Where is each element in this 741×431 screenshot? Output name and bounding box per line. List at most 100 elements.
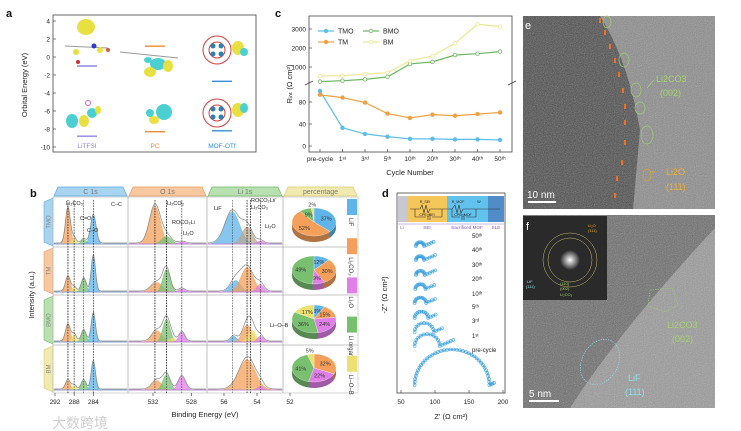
pie-slice — [313, 317, 337, 333]
xtick-label: 3ʳᵈ — [361, 156, 369, 163]
envelope-curve — [54, 253, 127, 292]
panel-c-legend: TMO TM BMO BM — [318, 29, 400, 47]
legend-marker — [368, 39, 374, 45]
nyquist-point — [472, 354, 477, 359]
cycle-label: 1ˢᵗ — [472, 333, 479, 340]
nyquist-point — [423, 287, 428, 291]
panel-label-c: c — [275, 8, 281, 20]
data-point-tmo — [497, 137, 503, 143]
inset-li2o: Li₂O — [588, 223, 596, 228]
panel-d-xticks: 50 100 150 200 — [397, 390, 509, 406]
pie-percent-label: 41% — [295, 366, 306, 372]
nyquist-point — [433, 297, 437, 301]
layer-block — [398, 196, 407, 222]
xtick-label: 10ᵗʰ — [404, 156, 416, 163]
legend-label: BMO — [383, 29, 400, 36]
data-point-tmo — [430, 136, 435, 142]
e-scale-bar — [528, 201, 556, 203]
panel-b-pies: 37%52%9%2%12%30%9%49%8%15%24%36%17%32%22… — [291, 203, 337, 388]
xtick-label: 54 — [253, 399, 261, 406]
envelope-curve — [128, 265, 206, 292]
sample-label: BMO — [47, 313, 53, 327]
e-li2co3-plane: (002) — [660, 88, 681, 98]
pie-slice — [313, 353, 337, 375]
inset-110: (110) — [560, 281, 570, 286]
xtick-label: 100 — [430, 399, 441, 406]
f-scale-bar — [529, 400, 559, 402]
nyquist-point — [428, 332, 433, 337]
data-point-tm — [385, 111, 390, 116]
peak-annotation: C–O — [87, 228, 99, 234]
nyquist-point — [427, 322, 432, 327]
envelope-curve — [207, 356, 283, 390]
legend-label: TM — [338, 40, 348, 47]
xtick-label: 1ˢᵗ — [339, 156, 347, 163]
nyquist-point — [419, 363, 423, 367]
ytick-label: -4 — [44, 90, 50, 97]
ytick-label: 4 — [46, 18, 50, 25]
panel-b-headers: C 1s O 1s Li 1s percentage — [53, 186, 358, 197]
nyquist-point — [433, 268, 437, 273]
nyquist-point — [424, 301, 428, 305]
data-point-tmo — [407, 136, 413, 142]
panel-c-series — [317, 22, 503, 143]
nyquist-point — [433, 253, 437, 257]
nyquist-point — [416, 368, 420, 373]
xtick-label: pre-cycle — [307, 156, 334, 163]
data-point-bm — [475, 22, 480, 27]
nyquist-point — [412, 301, 417, 305]
data-point-bm — [452, 41, 458, 46]
envelope-curve — [207, 209, 282, 244]
nyquist-curve — [414, 333, 454, 347]
data-point-tm — [497, 110, 503, 115]
f-lif-plane: (111) — [625, 387, 645, 397]
panel-c-ylabel: Rᵢₙₜ (Ω cm²) — [285, 64, 294, 104]
cycle-label: 5ᵗʰ — [472, 304, 479, 311]
nyquist-point — [421, 310, 426, 314]
li2co3-grain-outlines — [602, 15, 654, 145]
nyquist-point — [477, 358, 481, 363]
molecule-label: PC — [150, 143, 159, 150]
nyquist-point — [492, 381, 496, 385]
nyquist-point — [436, 338, 440, 342]
envelope-curve — [129, 371, 206, 390]
peak-annotation: LiF — [214, 206, 222, 212]
e-scale-bar-label: 10 nm — [527, 190, 555, 201]
pie-percent-label: 9% — [313, 276, 321, 282]
nyquist-curve — [414, 349, 495, 386]
sample-label: BM — [47, 364, 53, 373]
nyquist-point — [416, 335, 421, 340]
panel-a-yticks: 4 2 0 -2 -4 -6 -8 -10 — [41, 18, 56, 151]
xtick-label: 40ᵗʰ — [472, 156, 484, 163]
xtick-label: 532 — [148, 399, 159, 406]
xtick-label: 56 — [220, 399, 228, 406]
legend-swatch — [347, 316, 357, 333]
data-point-bmo — [452, 52, 458, 58]
peak-annotation: Li₂O — [265, 224, 276, 230]
data-point-tm — [452, 113, 458, 118]
nyquist-point — [417, 310, 422, 314]
nyquist-point — [464, 350, 468, 354]
nyquist-point — [427, 354, 432, 359]
legend-label: TMO — [338, 29, 354, 36]
nyquist-point — [439, 326, 444, 331]
e-li2o-label: Li2O — [666, 167, 685, 177]
inset-002: (002) — [560, 286, 570, 291]
peak-annotation: ROCO₂Li — [172, 220, 195, 226]
ytick-label: -2 — [44, 72, 50, 79]
sample-label: TMO — [47, 215, 53, 229]
ytick-label: 80 — [299, 99, 307, 106]
panel-d-xlabel: Z' (Ω cm²) — [434, 412, 468, 421]
xtick-label: 288 — [69, 399, 80, 406]
nyquist-point — [425, 312, 429, 317]
ytick-label: -10 — [41, 144, 51, 151]
data-point-tmo — [452, 137, 458, 142]
nyquist-point — [412, 316, 417, 320]
panel-label-a: a — [6, 8, 13, 20]
panel-label-d: d — [382, 188, 389, 200]
nyquist-point — [421, 360, 425, 365]
data-point-bmo — [475, 51, 480, 56]
watermark: 大数跨境 — [52, 415, 108, 431]
data-point-tm — [317, 92, 323, 98]
pie-percent-label: 9% — [305, 212, 313, 218]
